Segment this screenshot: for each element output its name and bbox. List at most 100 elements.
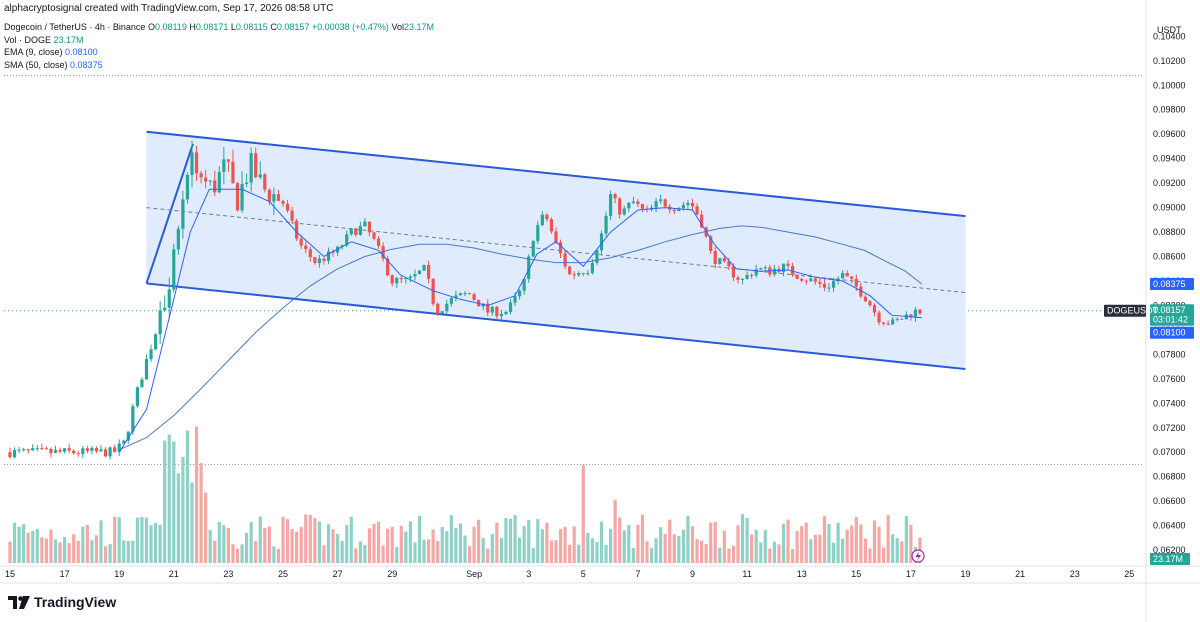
candle-body	[290, 210, 294, 221]
candle-body	[759, 268, 763, 270]
candle-body	[690, 202, 695, 207]
candle-body	[436, 303, 440, 314]
volume-bar	[26, 532, 30, 563]
candle-body	[686, 202, 690, 206]
volume-tag: 23.17M	[1153, 554, 1183, 564]
legend-sma-row[interactable]: SMA (50, close) 0.08375	[4, 59, 434, 72]
candle-body	[272, 194, 276, 202]
candle-body	[322, 258, 326, 261]
price-tick-label: 0.09400	[1153, 154, 1186, 164]
candle-body	[872, 305, 877, 313]
volume-indicator-value: 23.17M	[53, 34, 84, 45]
candle-body	[172, 249, 176, 290]
volume-bar	[618, 517, 622, 563]
candle-body	[659, 199, 663, 202]
volume-bar	[317, 521, 321, 563]
volume-bar	[395, 547, 399, 563]
candle-body	[850, 276, 854, 279]
candle-body	[222, 159, 226, 172]
candle-body	[709, 236, 713, 251]
currency-label[interactable]: USDT	[1157, 25, 1182, 35]
candle-body	[390, 275, 394, 284]
volume-bar	[131, 540, 135, 563]
candle-body	[467, 293, 472, 295]
volume-bar	[577, 544, 581, 563]
candle-body	[859, 286, 863, 297]
sma-value: 0.08375	[70, 59, 103, 70]
volume-bar	[704, 544, 708, 563]
volume-bar	[868, 548, 872, 563]
candle-body	[504, 311, 508, 315]
volume-bar	[877, 526, 881, 563]
volume-bar	[772, 541, 776, 563]
volume-bar	[322, 545, 326, 563]
time-tick-label: 23	[1070, 569, 1080, 579]
price-tick-label: 0.06400	[1153, 521, 1186, 531]
candle-body	[481, 303, 485, 307]
volume-bar	[176, 473, 180, 563]
volume-bar	[58, 542, 62, 563]
volume-bar	[167, 434, 171, 563]
candle-body	[590, 262, 594, 274]
candle-body	[586, 273, 590, 275]
volume-bar	[372, 523, 376, 563]
legend-ema-row[interactable]: EMA (9, close) 0.08100	[4, 46, 434, 59]
candle-body	[181, 199, 185, 229]
volume-bar	[122, 540, 126, 563]
symbol-tag: DOGEUSDT	[1107, 306, 1159, 316]
candle-body	[868, 301, 872, 306]
volume-bar	[340, 540, 344, 563]
sma-label: SMA (50, close)	[4, 59, 68, 70]
volume-bar	[135, 517, 139, 563]
candle-body	[240, 183, 244, 211]
volume-bar	[386, 528, 390, 563]
candle-body	[736, 277, 740, 280]
volume-bar	[686, 515, 690, 563]
volume-bar	[709, 522, 713, 563]
candle-body	[672, 209, 676, 211]
candle-body	[35, 448, 39, 450]
volume-bar	[295, 531, 299, 563]
volume-bar	[349, 516, 353, 563]
volume-bar	[413, 542, 417, 563]
time-tick-label: 25	[278, 569, 288, 579]
volume-bar	[245, 533, 249, 563]
candle-body	[308, 249, 312, 258]
candle-body	[67, 448, 71, 451]
candle-body	[781, 263, 786, 272]
candle-body	[727, 261, 731, 267]
volume-bar	[904, 516, 908, 563]
volume-bar	[226, 527, 230, 563]
candle-body	[750, 274, 754, 276]
sma-price-tag-bg	[1150, 278, 1194, 291]
volume-bar	[681, 529, 685, 563]
volume-bar	[827, 524, 831, 563]
candle-body	[358, 226, 362, 235]
volume-bar	[649, 548, 654, 563]
channel-lower-line	[146, 282, 966, 371]
candle-body	[822, 283, 827, 288]
candle-body	[804, 280, 808, 282]
volume-bar	[185, 430, 190, 563]
symbol-name[interactable]: Dogecoin / TetherUS · 4h · Binance	[4, 22, 146, 32]
tradingview-logo[interactable]: TradingView	[8, 594, 116, 610]
candle-body	[176, 228, 180, 250]
candle-body	[518, 290, 522, 297]
volume-bar	[886, 515, 890, 563]
candle-body	[458, 293, 463, 296]
price-tick-label: 0.09800	[1153, 105, 1186, 115]
candle-body	[413, 274, 417, 277]
candle-body	[63, 448, 67, 452]
candle-body	[117, 443, 121, 452]
legend-volume-row[interactable]: Vol · DOGE 23.17M	[4, 34, 434, 47]
time-tick-label: 27	[333, 569, 343, 579]
chart-credit: alphacryptosignal created with TradingVi…	[4, 3, 334, 14]
candle-body	[882, 322, 886, 324]
low-label: L	[230, 22, 236, 32]
volume-bar	[622, 530, 626, 563]
volume-bar	[836, 522, 840, 563]
candle-body	[599, 233, 604, 251]
candle-body	[836, 278, 840, 282]
volume-bar	[800, 526, 804, 563]
